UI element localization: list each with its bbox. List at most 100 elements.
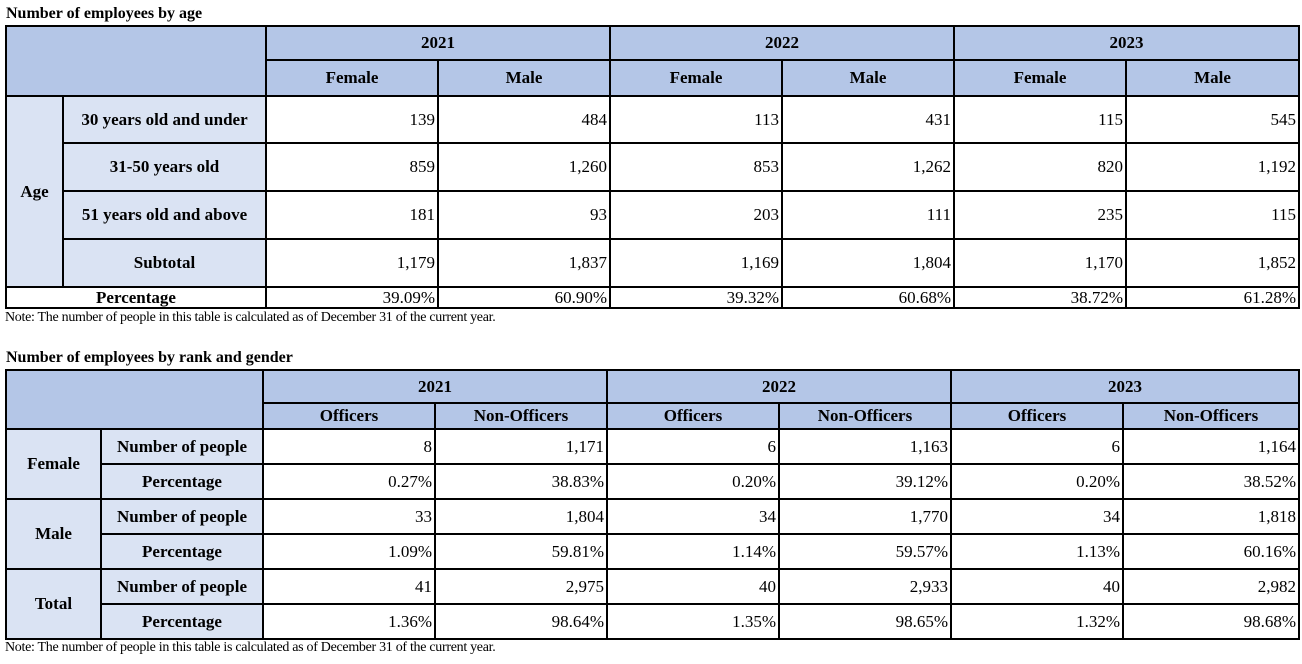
value-cell: 1,164 [1122, 428, 1300, 465]
header-corner [5, 369, 264, 430]
value-cell: 40 [950, 568, 1124, 605]
value-cell: 1,170 [953, 238, 1127, 288]
age-group-label: Age [5, 95, 64, 288]
value-cell: 39.12% [778, 463, 952, 500]
value-cell: 6 [950, 428, 1124, 465]
value-cell: 1,262 [781, 142, 955, 192]
value-cell: 1,818 [1122, 498, 1300, 535]
rank-header: Officers [950, 402, 1124, 430]
year-header: 2023 [950, 369, 1300, 404]
value-cell: 203 [609, 190, 783, 240]
row-label: 30 years old and under [62, 95, 267, 144]
gender-header: Female [609, 59, 783, 97]
value-cell: 235 [953, 190, 1127, 240]
value-cell: 8 [262, 428, 436, 465]
table-row: Female Number of people 8 1,171 6 1,163 … [5, 428, 1300, 500]
rank-header: Non-Officers [778, 402, 952, 430]
value-cell: 181 [265, 190, 439, 240]
value-cell: 98.68% [1122, 603, 1300, 640]
gender-header: Male [1125, 59, 1300, 97]
gender-header: Male [437, 59, 611, 97]
rank-header: Officers [262, 402, 436, 430]
employees-by-rank-gender-table: 2021 2022 2023 Officers Non-Officers Off… [5, 369, 1300, 640]
header-corner [5, 25, 267, 97]
value-cell: 1.13% [950, 533, 1124, 570]
value-cell: 38.72% [953, 286, 1127, 309]
value-cell: 1,192 [1125, 142, 1300, 192]
gender-header: Female [265, 59, 439, 97]
value-cell: 1,852 [1125, 238, 1300, 288]
table-row: Age 30 years old and under 139 484 113 4… [5, 95, 1300, 288]
value-cell: 34 [950, 498, 1124, 535]
value-cell: 41 [262, 568, 436, 605]
row-label: Percentage [100, 463, 264, 500]
value-cell: 38.52% [1122, 463, 1300, 500]
year-header: 2023 [953, 25, 1300, 61]
value-cell: 60.90% [437, 286, 611, 309]
row-label: Subtotal [62, 238, 267, 288]
value-cell: 6 [606, 428, 780, 465]
row-label: Percentage [100, 603, 264, 640]
row-label: 31-50 years old [62, 142, 267, 192]
value-cell: 1.35% [606, 603, 780, 640]
value-cell: 111 [781, 190, 955, 240]
value-cell: 93 [437, 190, 611, 240]
table-row: Percentage 1.36% 98.64% 1.35% 98.65% 1.3… [6, 603, 1300, 640]
value-cell: 98.65% [778, 603, 952, 640]
table-row: Percentage 0.27% 38.83% 0.20% 39.12% 0.2… [6, 463, 1300, 500]
value-cell: 61.28% [1125, 286, 1300, 309]
value-cell: 59.57% [778, 533, 952, 570]
gender-group-label: Male [5, 498, 102, 570]
value-cell: 59.81% [434, 533, 608, 570]
table-row: 51 years old and above 181 93 203 111 23… [6, 190, 1300, 240]
year-header: 2022 [606, 369, 952, 404]
value-cell: 113 [609, 95, 783, 144]
year-header: 2021 [262, 369, 608, 404]
table1-note: Note: The number of people in this table… [5, 310, 496, 325]
value-cell: 139 [265, 95, 439, 144]
value-cell: 1,260 [437, 142, 611, 192]
row-label: Number of people [100, 568, 264, 605]
value-cell: 0.20% [606, 463, 780, 500]
value-cell: 1,171 [434, 428, 608, 465]
value-cell: 545 [1125, 95, 1300, 144]
value-cell: 2,933 [778, 568, 952, 605]
value-cell: 820 [953, 142, 1127, 192]
value-cell: 1,804 [434, 498, 608, 535]
value-cell: 1,179 [265, 238, 439, 288]
table-row: 31-50 years old 859 1,260 853 1,262 820 … [6, 142, 1300, 192]
year-header: 2022 [609, 25, 955, 61]
table-row: Subtotal 1,179 1,837 1,169 1,804 1,170 1… [6, 238, 1300, 288]
row-label: Percentage [5, 286, 267, 309]
value-cell: 1.32% [950, 603, 1124, 640]
table-row: Total Number of people 41 2,975 40 2,933… [5, 568, 1300, 640]
value-cell: 1.36% [262, 603, 436, 640]
value-cell: 431 [781, 95, 955, 144]
year-header: 2021 [265, 25, 611, 61]
value-cell: 2,982 [1122, 568, 1300, 605]
value-cell: 1,770 [778, 498, 952, 535]
value-cell: 60.16% [1122, 533, 1300, 570]
value-cell: 38.83% [434, 463, 608, 500]
table1-title: Number of employees by age [6, 5, 203, 22]
row-label: Number of people [100, 498, 264, 535]
value-cell: 853 [609, 142, 783, 192]
value-cell: 0.27% [262, 463, 436, 500]
employees-by-age-table: 2021 2022 2023 Female Male Female Male F… [5, 25, 1300, 309]
value-cell: 39.09% [265, 286, 439, 309]
table-row: Male Number of people 33 1,804 34 1,770 … [5, 498, 1300, 570]
value-cell: 98.64% [434, 603, 608, 640]
value-cell: 115 [1125, 190, 1300, 240]
value-cell: 2,975 [434, 568, 608, 605]
value-cell: 859 [265, 142, 439, 192]
gender-header: Female [953, 59, 1127, 97]
gender-group-label: Total [5, 568, 102, 640]
value-cell: 115 [953, 95, 1127, 144]
table-row: Percentage 1.09% 59.81% 1.14% 59.57% 1.1… [6, 533, 1300, 570]
value-cell: 1,169 [609, 238, 783, 288]
table2-note: Note: The number of people in this table… [5, 640, 496, 655]
value-cell: 33 [262, 498, 436, 535]
gender-header: Male [781, 59, 955, 97]
table-row: Percentage 39.09% 60.90% 39.32% 60.68% 3… [5, 286, 1300, 309]
table2-title: Number of employees by rank and gender [6, 349, 293, 366]
